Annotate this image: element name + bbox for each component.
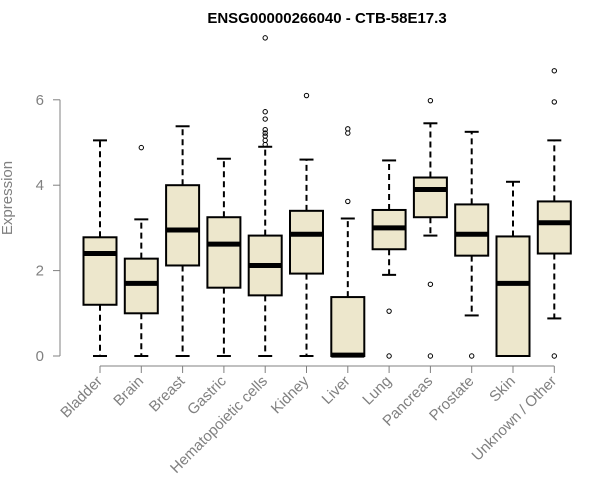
outlier-point <box>345 126 351 132</box>
x-tick-label: Lung <box>359 373 395 409</box>
outlier-point <box>345 198 351 205</box>
outlier-point <box>386 308 392 314</box>
outlier-point <box>262 109 268 115</box>
outlier-point <box>262 116 268 122</box>
outlier-point <box>262 130 268 136</box>
box-gastric <box>206 157 242 357</box>
x-tick-label: Brain <box>110 373 147 410</box>
box-kidney <box>289 92 324 357</box>
box-iqr <box>82 236 118 306</box>
outlier-point <box>262 126 268 133</box>
axes: 0 2 4 6 <box>36 92 555 367</box>
outlier-point <box>427 281 434 287</box>
box-skin <box>495 180 531 357</box>
x-tick-label: Kidney <box>268 372 313 417</box>
box-breast <box>165 125 201 357</box>
box-pancreas <box>412 97 448 359</box>
box-lung <box>371 159 407 359</box>
x-tick-label: Breast <box>146 372 189 415</box>
outlier-point <box>262 133 268 139</box>
y-tick-label: 4 <box>36 177 44 194</box>
outlier-point <box>262 137 268 144</box>
box-iqr <box>330 296 366 358</box>
y-axis-label: Expression <box>0 161 16 235</box>
boxes <box>82 35 572 359</box>
outlier-point <box>427 353 434 359</box>
y-tick-label: 2 <box>36 263 44 280</box>
box-hematopoietic-cells <box>247 35 283 357</box>
box-iqr <box>454 203 490 257</box>
box-unknown-other <box>536 68 572 359</box>
box-iqr <box>412 176 448 219</box>
box-bladder <box>82 139 118 357</box>
x-tick-label: Skin <box>486 373 519 406</box>
x-tick-label: Liver <box>319 373 354 408</box>
outlier-point <box>262 35 268 41</box>
box-prostate <box>454 130 490 359</box>
outlier-point <box>345 130 351 136</box>
box-brain <box>123 144 159 357</box>
box-iqr <box>289 209 324 275</box>
outlier-point <box>427 97 434 104</box>
outlier-point <box>551 99 557 105</box>
box-iqr <box>495 235 531 357</box>
box-liver <box>330 126 366 358</box>
outlier-point <box>386 353 392 359</box>
x-tick-label: Prostate <box>426 373 478 425</box>
y-tick-label: 0 <box>36 348 44 365</box>
outlier-point <box>303 92 310 99</box>
chart-title: ENSG00000266040 - CTB-58E17.3 <box>207 10 446 27</box>
box-iqr <box>123 257 159 315</box>
box-iqr <box>536 200 572 255</box>
x-tick-label: Bladder <box>57 373 106 422</box>
outlier-point <box>551 68 557 74</box>
outlier-point <box>138 144 145 151</box>
outlier-point <box>551 353 557 359</box>
box-iqr <box>206 216 242 289</box>
box-iqr <box>165 184 201 267</box>
y-tick-label: 6 <box>36 92 44 109</box>
outlier-point <box>469 353 475 359</box>
